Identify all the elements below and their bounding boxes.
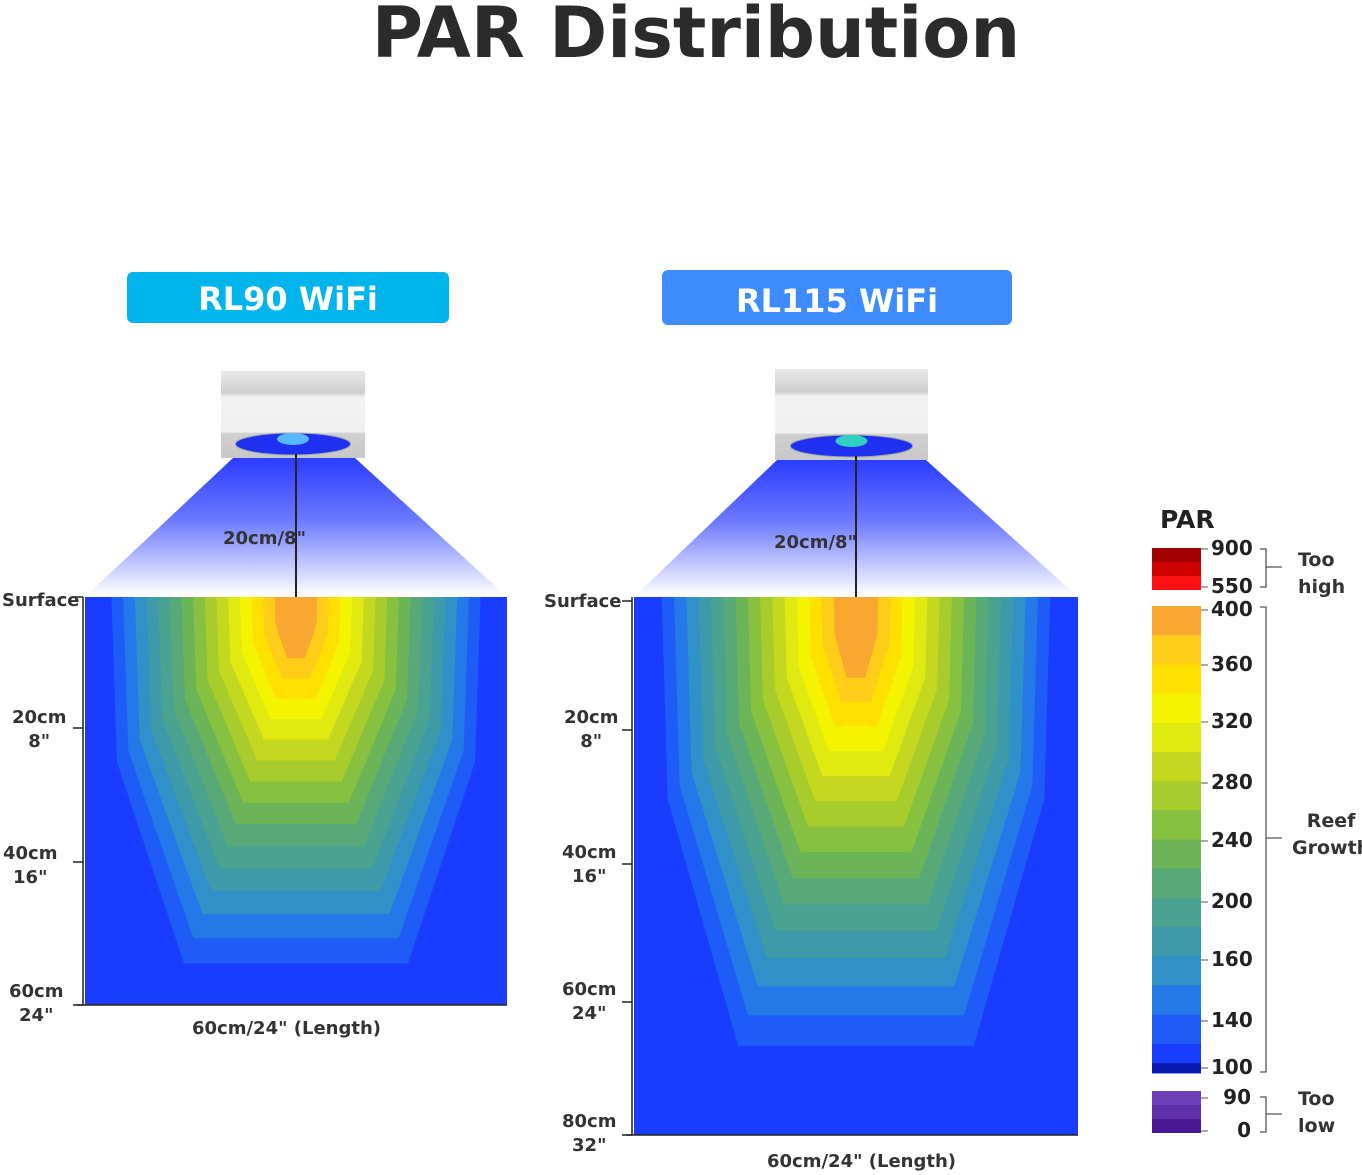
led-icon: [835, 435, 868, 447]
depth-label: 40cm 16": [3, 843, 58, 888]
legend-swatch-reef: [1152, 722, 1201, 753]
legend-tick-label: 900: [1211, 536, 1253, 560]
legend-swatch-reef: [1152, 1014, 1201, 1045]
legend-title: PAR: [1160, 505, 1215, 534]
legend-tick-label: 200: [1211, 889, 1253, 913]
par-legend: [1152, 548, 1282, 1133]
par-contour: [833, 597, 879, 678]
legend-tick-label: 240: [1211, 828, 1253, 852]
legend-tick-label: 400: [1211, 597, 1253, 621]
legend-swatch-reef: [1152, 635, 1201, 665]
beam-distance-label: 20cm/8": [774, 532, 857, 553]
par-contour: [274, 597, 318, 659]
panel-title-rl115: RL115 WiFi: [662, 270, 1012, 325]
legend-swatch-reef: [1152, 839, 1201, 870]
panel-title-rl90: RL90 WiFi: [127, 272, 449, 323]
legend-bracket: [1260, 606, 1282, 1073]
legend-swatch-too-low: [1152, 1105, 1201, 1119]
legend-tick-label: 140: [1211, 1008, 1253, 1032]
depth-label: 20cm 8": [12, 707, 67, 752]
surface-label: Surface: [544, 591, 622, 612]
page-title: PAR Distribution: [371, 0, 1021, 74]
legend-swatch-reef: [1152, 927, 1201, 957]
too-high-label: Too high: [1298, 549, 1346, 598]
legend-swatch-reef: [1152, 810, 1201, 840]
length-label: 60cm/24" (Length): [767, 1151, 956, 1172]
legend-bracket: [1260, 548, 1282, 588]
legend-swatch-too-low: [1152, 1119, 1201, 1133]
too-low-label: Too low: [1298, 1088, 1336, 1137]
legend-swatch-reef: [1152, 985, 1201, 1016]
depth-label: 20cm 8": [564, 707, 619, 752]
led-icon: [277, 433, 309, 445]
surface-label: Surface: [2, 590, 80, 611]
legend-tick-label: 90: [1223, 1085, 1251, 1109]
depth-label: 80cm 32": [562, 1111, 617, 1156]
legend-swatch-reef: [1152, 693, 1201, 724]
legend-bracket: [1260, 1096, 1282, 1133]
legend-swatch-too-high: [1152, 576, 1201, 590]
depth-label: 60cm 24": [9, 981, 64, 1026]
legend-swatch-too-high: [1152, 548, 1201, 562]
panel-rl90: [73, 371, 507, 1006]
legend-tick-label: 100: [1211, 1055, 1253, 1079]
legend-swatch-too-high: [1152, 562, 1201, 576]
legend-tick-label: 320: [1211, 709, 1253, 733]
legend-swatch-reef: [1152, 897, 1201, 928]
depth-label: 60cm 24": [562, 979, 617, 1024]
panel-rl115: [622, 369, 1078, 1136]
legend-swatch-reef: [1152, 1063, 1201, 1073]
length-label: 60cm/24" (Length): [192, 1018, 381, 1039]
legend-swatch-reef: [1152, 868, 1201, 899]
legend-swatch-reef: [1152, 956, 1201, 986]
legend-swatch-reef: [1152, 606, 1201, 636]
legend-swatch-reef: [1152, 664, 1201, 695]
legend-swatch-too-low: [1152, 1091, 1201, 1105]
legend-tick-label: 160: [1211, 947, 1253, 971]
reef-growth-label: ReefGrowth: [1292, 810, 1362, 859]
legend-tick-label: 0: [1237, 1118, 1251, 1142]
legend-tick-label: 280: [1211, 770, 1253, 794]
legend-swatch-reef: [1152, 781, 1201, 811]
beam-distance-label: 20cm/8": [223, 528, 306, 549]
legend-tick-label: 550: [1211, 574, 1253, 598]
depth-label: 40cm 16": [562, 842, 617, 887]
legend-swatch-reef: [1152, 751, 1201, 782]
legend-tick-label: 360: [1211, 652, 1253, 676]
